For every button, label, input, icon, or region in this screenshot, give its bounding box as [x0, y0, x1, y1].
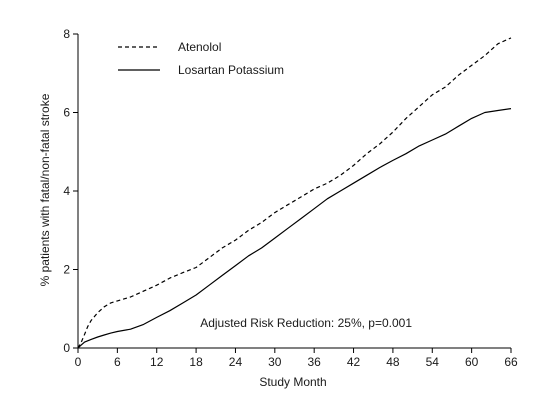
x-tick-label: 12 [150, 355, 164, 369]
y-tick-label: 4 [63, 184, 70, 198]
x-tick-label: 60 [465, 355, 479, 369]
series-line-losartan-potassium [77, 108, 512, 349]
x-tick-label: 24 [229, 355, 243, 369]
legend-label: Atenolol [178, 40, 221, 54]
x-tick-label: 30 [268, 355, 282, 369]
y-axis-label: % patients with fatal/non-fatal stroke [38, 93, 52, 286]
y-tick-label: 8 [63, 27, 70, 41]
x-axis-label: Study Month [259, 375, 326, 389]
x-tick-label: 36 [308, 355, 322, 369]
x-tick-label: 0 [75, 355, 82, 369]
x-tick-label: 54 [426, 355, 440, 369]
risk-reduction-annotation: Adjusted Risk Reduction: 25%, p=0.001 [200, 316, 412, 330]
x-tick-label: 66 [504, 355, 518, 369]
x-tick-label: 42 [347, 355, 361, 369]
legend: Atenolol Losartan Potassium [118, 40, 284, 77]
series-line-atenolol [77, 37, 512, 349]
series-layer [77, 37, 512, 349]
y-tick-label: 6 [63, 106, 70, 120]
x-tick-label: 18 [189, 355, 203, 369]
y-tick-label: 2 [63, 263, 70, 277]
x-tick-label: 48 [386, 355, 400, 369]
x-tick-label: 6 [114, 355, 121, 369]
legend-label: Losartan Potassium [178, 63, 284, 77]
y-tick-label: 0 [63, 341, 70, 355]
